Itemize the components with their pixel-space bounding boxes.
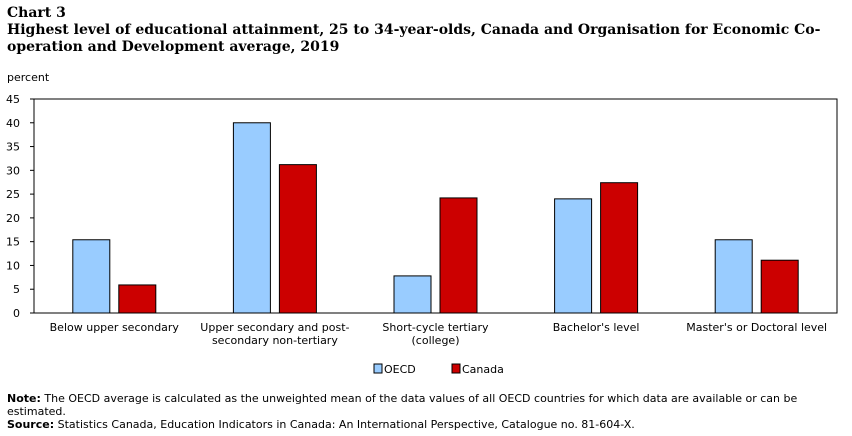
y-tick-label: 10 <box>6 259 20 272</box>
note-text: The OECD average is calculated as the un… <box>7 392 798 418</box>
y-tick-label: 40 <box>6 117 20 130</box>
chart-source: Source: Statistics Canada, Education Ind… <box>7 418 842 431</box>
x-tick-label: secondary non-tertiary <box>212 334 338 347</box>
bar-canada-1 <box>118 284 157 314</box>
chart-note: Note: The OECD average is calculated as … <box>7 392 842 418</box>
source-label: Source: <box>7 418 55 431</box>
y-tick-label: 0 <box>13 307 20 320</box>
y-tick-label: 20 <box>6 212 20 225</box>
bar-oecd-1 <box>72 239 111 314</box>
y-tick-label: 35 <box>6 141 20 154</box>
note-label: Note: <box>7 392 41 405</box>
x-tick-label: (college) <box>412 334 460 347</box>
legend-swatch-oecd <box>373 363 383 374</box>
y-tick-label: 45 <box>6 93 20 106</box>
bar-canada-4 <box>600 182 639 314</box>
y-tick-label: 30 <box>6 164 20 177</box>
x-tick-label: Short-cycle tertiary <box>382 321 489 334</box>
x-tick-label: Bachelor's level <box>553 321 640 334</box>
legend-swatch-canada <box>451 363 461 374</box>
bar-oecd-3 <box>393 275 432 314</box>
x-tick-label: Below upper secondary <box>50 321 180 334</box>
y-tick-label: 5 <box>13 283 20 296</box>
bar-oecd-5 <box>714 239 753 314</box>
y-axis-label: percent <box>7 71 50 84</box>
chart-number-label: Chart 3 <box>7 5 66 21</box>
plot-frame <box>33 98 838 314</box>
legend-label-oecd: OECD <box>384 363 416 376</box>
bar-canada-5 <box>760 259 799 314</box>
bar-oecd-4 <box>554 198 593 314</box>
bar-oecd-2 <box>232 122 271 314</box>
chart-title: Highest level of educational attainment,… <box>7 22 821 55</box>
x-tick-label: Master's or Doctoral level <box>686 321 827 334</box>
y-tick-label: 25 <box>6 188 20 201</box>
bar-canada-2 <box>278 164 317 314</box>
y-tick-label: 15 <box>6 236 20 249</box>
bar-canada-3 <box>439 197 478 314</box>
source-text: Statistics Canada, Education Indicators … <box>54 418 635 431</box>
legend-label-canada: Canada <box>462 363 504 376</box>
x-tick-label: Upper secondary and post- <box>200 321 349 334</box>
